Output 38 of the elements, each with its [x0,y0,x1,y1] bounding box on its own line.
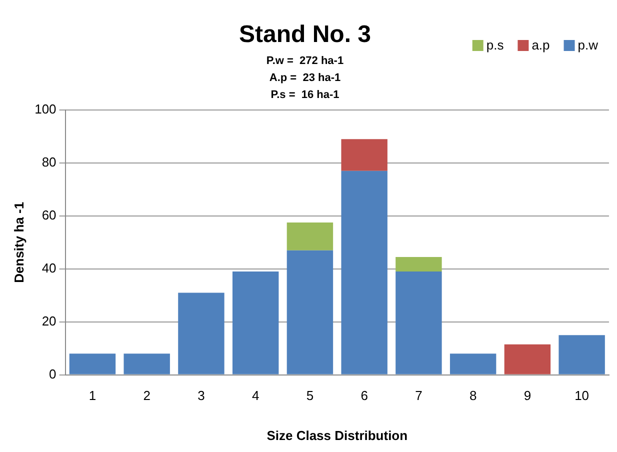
legend-label: p.s [486,38,504,53]
bar [450,354,496,374]
y-tick-label: 60 [42,208,56,222]
bar [178,292,224,374]
x-tick-label: 7 [415,388,422,404]
x-tick-label: 1 [88,388,96,404]
text: A.p = 23 ha-1 [269,72,341,84]
bar [396,256,442,272]
x-tick-label: 2 [143,388,150,404]
y-tick-label: 80 [42,154,56,170]
legend-label: p.w [578,38,599,53]
y-tick-label: 100 [34,102,56,117]
x-tick-label: 9 [524,388,532,404]
x-tick-label: 8 [469,388,477,404]
x-tick-label: 5 [306,388,314,404]
text: P.w = 272 ha-1 [266,55,344,67]
y-tick-label: 0 [49,366,56,382]
bar [396,272,442,374]
x-tick-label: 3 [198,388,205,404]
x-tick-label: 6 [360,388,368,404]
bar [232,272,279,374]
bar [341,170,388,374]
x-tick-label: 10 [574,388,590,404]
bar [286,250,334,374]
bar [341,139,388,171]
chart-title: Stand No. 3 [238,21,372,48]
bar [286,222,334,250]
y-tick-label: 40 [42,260,56,276]
x-tick-label: 4 [252,388,260,404]
bar [504,344,551,374]
bar [124,354,170,374]
legend-label: a.p [532,38,550,53]
x-axis-title: Size Class Distribution [266,428,408,443]
text: P.s = 16 ha-1 [270,89,340,101]
y-tick-label: 20 [42,313,56,328]
bar [558,335,605,374]
y-axis-title: Density ha -1 [11,202,26,283]
bar [69,354,116,374]
